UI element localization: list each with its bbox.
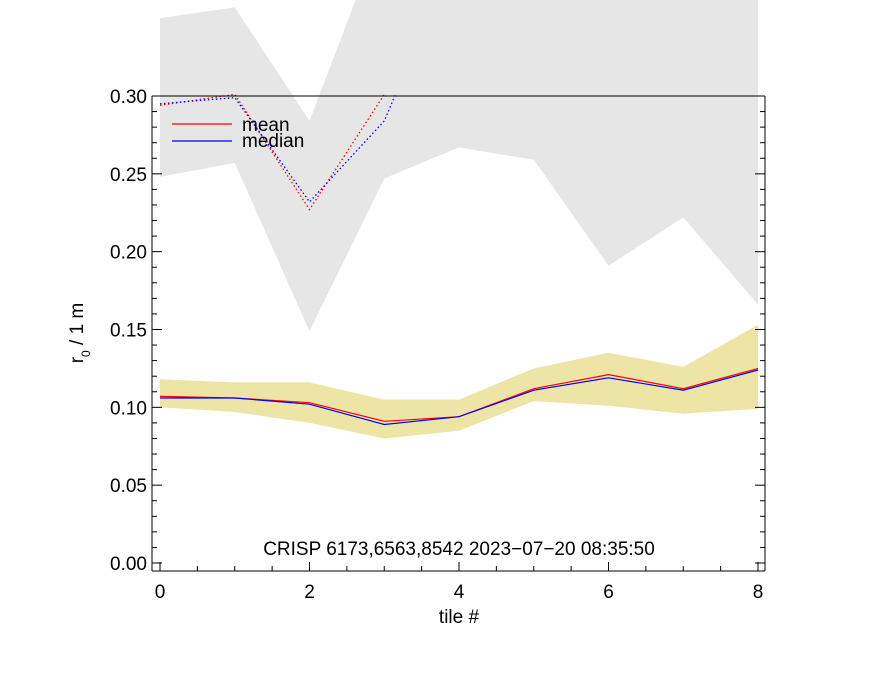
mean-dotted-line	[159, 93, 385, 211]
yellow-band	[160, 324, 758, 439]
legend-median-label: median	[242, 131, 304, 152]
y-axis-title-unit: / 1 m	[67, 303, 88, 351]
y-tick-label: 0.15	[110, 321, 147, 342]
x-axis-title: tile #	[439, 607, 480, 628]
x-tick-label: 0	[155, 582, 166, 603]
y-axis-title-r: r	[67, 356, 88, 363]
tick-labels-layer: 0 2 4 6 8 0.00 0.05 0.10 0.15 0.20 0.25 0.30	[110, 87, 763, 603]
y-tick-label: 0.25	[110, 165, 147, 186]
y-axis-title-subscript: 0	[79, 350, 93, 357]
lines-layer	[159, 93, 759, 426]
legend-mean-label: mean	[242, 115, 290, 136]
x-tick-label: 8	[753, 582, 764, 603]
y-axis-title: r0 / 1 m	[67, 303, 93, 364]
x-tick-label: 2	[304, 582, 315, 603]
legend: mean median	[172, 115, 304, 152]
y-tick-label: 0.10	[110, 398, 147, 419]
axes-layer	[151, 95, 766, 572]
median-line	[160, 369, 759, 426]
y-tick-label: 0.30	[110, 87, 147, 108]
x-tick-label: 6	[603, 582, 614, 603]
y-tick-label: 0.05	[110, 476, 147, 497]
x-tick-label: 4	[454, 582, 465, 603]
annotation-text: CRISP 6173,6563,8542 2023−07−20 08:35:50	[263, 539, 655, 560]
y-tick-label: 0.20	[110, 243, 147, 264]
gray-band	[160, 0, 758, 332]
y-tick-label: 0.00	[110, 554, 147, 575]
bands-layer	[160, 0, 758, 439]
